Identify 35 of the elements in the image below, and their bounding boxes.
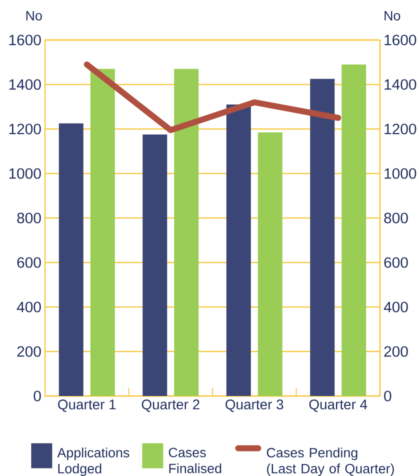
bar — [90, 68, 115, 396]
y2-tick-label: 1400 — [384, 79, 416, 90]
legend-label: Cases Pending (Last Day of Quarter) — [266, 448, 394, 476]
y2-axis-title: No — [384, 11, 400, 20]
bar — [174, 68, 199, 396]
y2-tick-label: 800 — [384, 212, 408, 224]
legend-label: Applications Lodged — [57, 448, 130, 476]
y2-tick-label: 0 — [384, 390, 392, 402]
y-tick-label: 1200 — [9, 124, 41, 134]
x-tick-label: Quarter 2 — [142, 400, 200, 412]
y-tick-label: 600 — [17, 257, 41, 268]
x-tick-label: Quarter 3 — [226, 400, 284, 412]
bar — [142, 134, 168, 396]
bar — [258, 132, 282, 396]
y-tick-label: 1000 — [9, 168, 41, 179]
y-tick-label: 200 — [17, 346, 41, 357]
y-tick-label: 1400 — [9, 79, 41, 90]
y2-tick-label: 1000 — [384, 168, 416, 179]
y2-tick-label: 600 — [384, 257, 408, 268]
y-axis-title: No — [26, 11, 42, 20]
y-tick-label: 1600 — [9, 34, 41, 46]
y-tick-label: 0 — [34, 390, 41, 402]
y2-tick-label: 400 — [384, 302, 408, 312]
y2-tick-label: 1200 — [384, 124, 416, 134]
y2-tick-label: 200 — [384, 346, 408, 357]
bar — [58, 123, 84, 396]
bar — [342, 64, 366, 396]
bar — [226, 104, 251, 396]
y2-tick-label: 1600 — [384, 34, 416, 46]
legend-label: Cases Finalised — [168, 448, 222, 474]
y-tick-label: 400 — [16, 302, 41, 312]
x-tick-label: Quarter 4 — [309, 400, 368, 412]
y-tick-label: 800 — [17, 212, 41, 224]
bar — [310, 78, 335, 396]
x-tick-label: Quarter 1 — [58, 400, 116, 412]
